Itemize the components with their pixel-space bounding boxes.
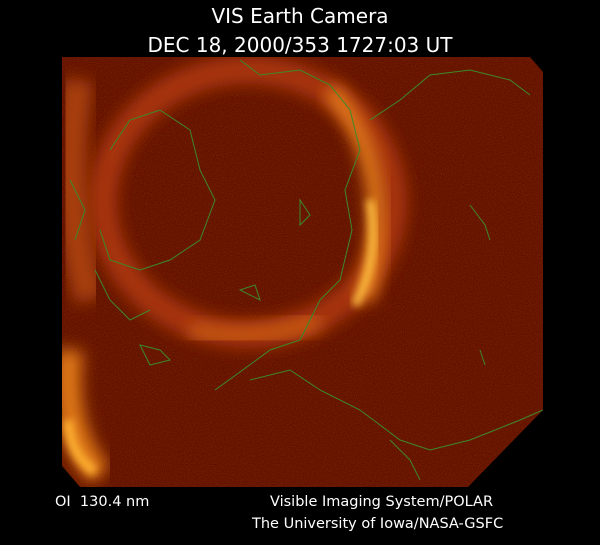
institution: The University of Iowa/NASA-GSFC bbox=[251, 516, 503, 532]
instrument: Visible Imaging System/POLAR bbox=[270, 494, 493, 510]
wavelength: OI 130.4 nm bbox=[55, 494, 149, 510]
coastlines bbox=[69, 59, 543, 481]
subtitle: DEC 18, 2000/353 1727:03 UT bbox=[148, 33, 454, 57]
aurora-image bbox=[62, 57, 543, 487]
title: VIS Earth Camera bbox=[211, 4, 388, 28]
